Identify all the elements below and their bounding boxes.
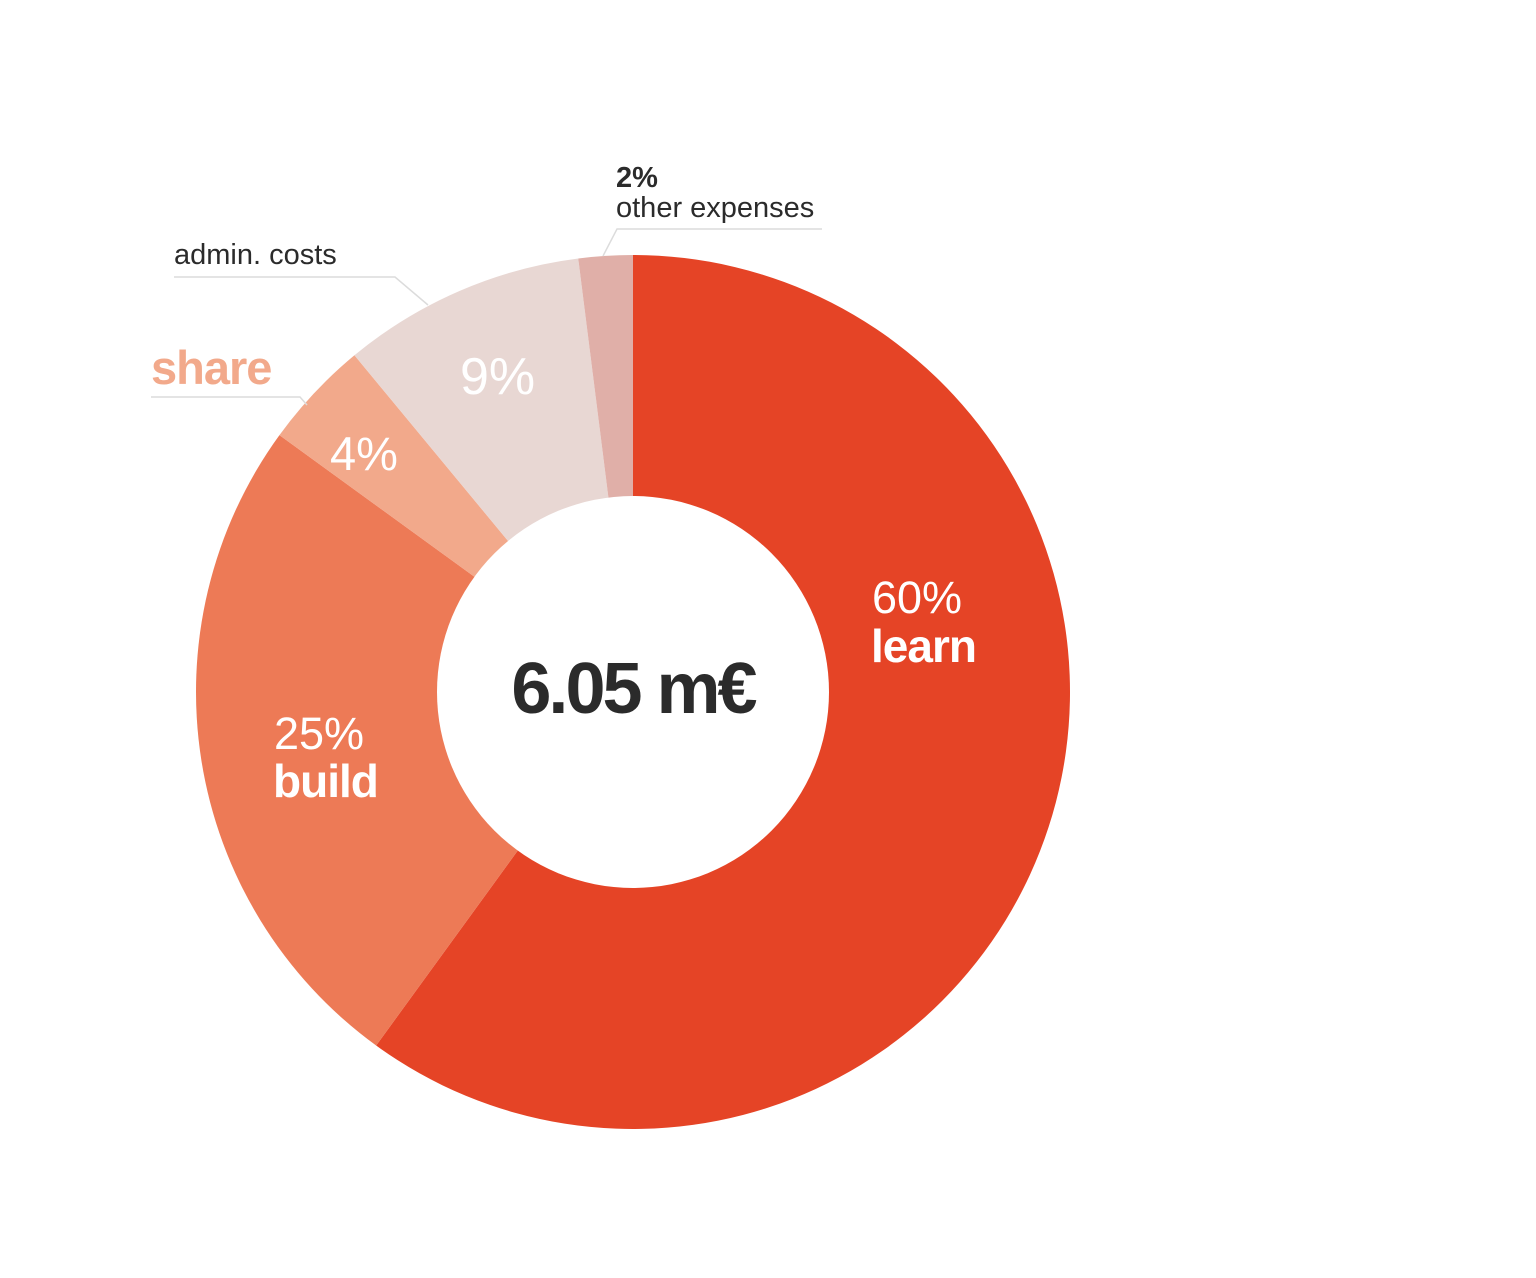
share-percent-label: 4% bbox=[330, 427, 398, 480]
share-leader-line bbox=[151, 396, 308, 406]
admin-percent-label: 9% bbox=[460, 348, 535, 406]
other-name-label: other expenses bbox=[616, 192, 814, 224]
build-name-label: build bbox=[273, 755, 378, 807]
admin-name-label: admin. costs bbox=[174, 239, 337, 271]
donut-hole bbox=[437, 496, 829, 888]
learn-percent-label: 60% bbox=[872, 572, 962, 623]
other-leader-line bbox=[602, 228, 822, 257]
admin-leader-line bbox=[174, 276, 429, 306]
share-name-label: share bbox=[151, 341, 271, 394]
center-total-label: 6.05 m€ bbox=[511, 649, 756, 729]
learn-name-label: learn bbox=[871, 620, 976, 672]
other-percent-label: 2% bbox=[616, 162, 658, 194]
build-percent-label: 25% bbox=[274, 708, 364, 759]
slice-build bbox=[196, 435, 633, 1046]
